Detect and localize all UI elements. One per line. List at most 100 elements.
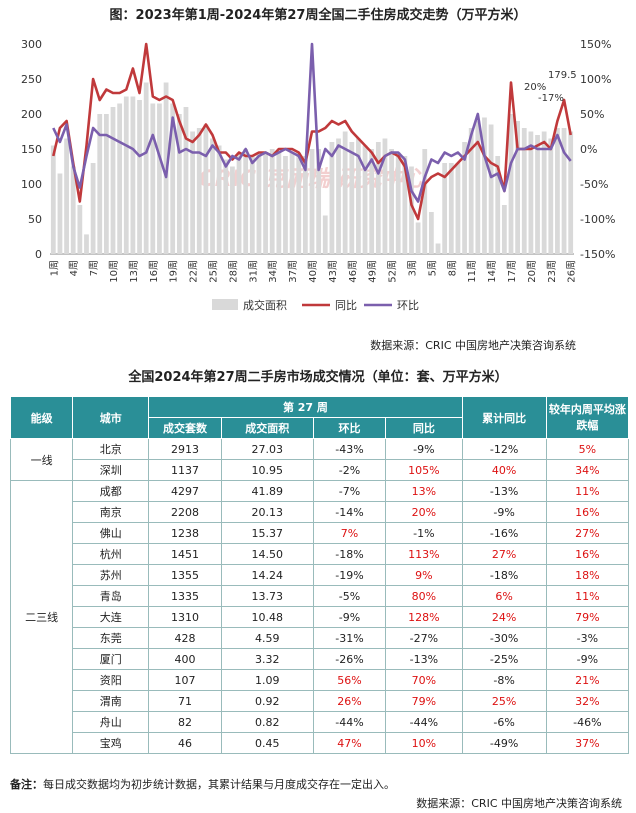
table-row: 二三线 成都 4297 41.89 -7% 13% -13% 11% xyxy=(9,480,630,754)
bar xyxy=(117,103,123,254)
legend-label-mom: 环比 xyxy=(397,299,419,312)
x-tick-label: 14周 xyxy=(486,260,498,283)
bar xyxy=(210,138,215,254)
x-tick-label: 8周 xyxy=(446,260,458,276)
x-tick-label: 23周 xyxy=(546,260,558,283)
bar xyxy=(448,163,454,254)
area-cell: 13.73 xyxy=(220,585,314,607)
avg-cell: -3% xyxy=(545,627,630,649)
mom-cell: -26% xyxy=(312,648,387,670)
units-cell: 1310 xyxy=(148,606,222,628)
area-cell: 14.50 xyxy=(220,543,314,565)
yoy-cell: 13% xyxy=(385,480,463,502)
legend-label-yoy: 同比 xyxy=(335,299,357,312)
cum-cell: 24% xyxy=(461,606,547,628)
avg-cell: 21% xyxy=(545,669,630,691)
x-tick-label: 40周 xyxy=(307,260,319,283)
bar xyxy=(402,156,408,254)
series-line-mom xyxy=(52,42,572,203)
header-city: 城市 xyxy=(72,396,150,439)
cum-cell: -9% xyxy=(461,501,547,523)
area-cell: 14.24 xyxy=(220,564,314,586)
cum-cell: 40% xyxy=(461,459,547,481)
bar xyxy=(84,234,89,254)
city-cell: 大连 xyxy=(72,606,150,628)
bar xyxy=(561,128,567,254)
x-tick-label: 1周 xyxy=(48,260,60,276)
units-cell: 1355 xyxy=(148,564,222,586)
avg-cell: 16% xyxy=(545,501,630,523)
bar xyxy=(422,149,428,254)
units-cell: 1137 xyxy=(148,459,222,481)
bar xyxy=(508,114,514,254)
yoy-cell: 20% xyxy=(385,501,463,523)
city-cell: 青岛 xyxy=(72,585,150,607)
x-tick-label: 26周 xyxy=(566,260,578,283)
trend-chart: 0 50 100 150 200 250 300 -150% -100% -50% 0% 50% 100… xyxy=(21,38,615,312)
x-tick-label: 5周 xyxy=(426,260,438,276)
table-note: 备注：每日成交数据均为初步统计数据，其累计结果与月度成交存在一定出入。 xyxy=(10,776,395,792)
mom-cell: -9% xyxy=(312,606,387,628)
x-tick-label: 10周 xyxy=(108,260,120,283)
bar xyxy=(90,163,96,254)
annotation-mom: -17% xyxy=(538,93,564,104)
yoy-cell: 70% xyxy=(385,669,463,691)
bar xyxy=(157,103,162,254)
mom-cell: 7% xyxy=(312,522,387,544)
mom-cell: -7% xyxy=(312,480,387,502)
area-cell: 15.37 xyxy=(220,522,314,544)
bar xyxy=(349,142,355,254)
mom-cell: 26% xyxy=(312,690,387,712)
units-cell: 1451 xyxy=(148,543,222,565)
bar xyxy=(322,215,328,254)
bar xyxy=(462,142,467,254)
x-tick-label: 11周 xyxy=(466,260,478,283)
table-source: 数据来源：CRIC 中国房地产决策咨询系统 xyxy=(416,797,622,810)
city-cell: 北京 xyxy=(72,438,150,460)
x-tick-label: 28周 xyxy=(227,260,239,283)
bar xyxy=(521,128,527,254)
bar xyxy=(541,131,547,254)
header-avg-change: 较年内周平均涨跌幅 xyxy=(545,396,630,439)
bar xyxy=(356,138,361,254)
table-title: 全国2024年第27周二手房市场成交情况（单位：套、万平方米） xyxy=(128,370,508,385)
bar xyxy=(249,156,255,254)
cum-cell: -13% xyxy=(461,480,547,502)
x-tick-label: 43周 xyxy=(327,260,339,283)
x-tick-label: 46周 xyxy=(347,260,359,283)
table-row: 深圳 1137 10.95 -2% 105% 40% 34% xyxy=(11,459,630,481)
units-cell: 400 xyxy=(148,648,222,670)
bar xyxy=(515,121,521,254)
avg-cell: 79% xyxy=(545,606,630,628)
bar xyxy=(316,149,322,254)
x-tick-label: 19周 xyxy=(168,260,180,283)
avg-cell: 5% xyxy=(545,438,630,460)
bar xyxy=(375,142,381,254)
y-right-tick-label: 150% xyxy=(580,38,611,51)
city-cell: 成都 xyxy=(72,480,150,502)
bar xyxy=(468,128,474,254)
bar xyxy=(150,103,156,254)
header-tier: 能级 xyxy=(9,396,74,439)
bar xyxy=(203,124,209,254)
bar xyxy=(190,131,195,254)
y-right-tick-label: 100% xyxy=(580,73,611,86)
bar xyxy=(415,222,421,254)
annotation-area: 179.5 xyxy=(548,70,577,81)
y-right-tick-label: 50% xyxy=(580,108,604,121)
units-cell: 46 xyxy=(148,732,222,754)
bar xyxy=(528,131,534,254)
yoy-cell: 9% xyxy=(385,564,463,586)
x-tick-label: 13周 xyxy=(128,260,140,283)
bar xyxy=(216,145,222,254)
tier-cell: 一线 xyxy=(9,438,74,481)
mom-cell: -5% xyxy=(312,585,387,607)
bar xyxy=(283,156,288,254)
city-cell: 东莞 xyxy=(72,627,150,649)
legend-swatch-area xyxy=(212,299,238,310)
units-cell: 4297 xyxy=(148,480,222,502)
bar xyxy=(243,149,249,254)
bar xyxy=(309,149,315,254)
table-row: 东莞 428 4.59 -31% -27% -30% -3% xyxy=(11,627,630,649)
bar xyxy=(143,82,149,254)
